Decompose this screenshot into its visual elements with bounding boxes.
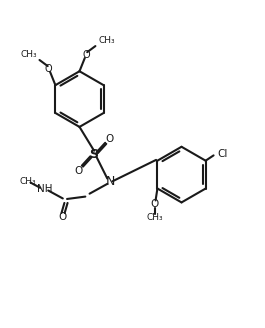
Text: CH₃: CH₃: [98, 36, 115, 45]
Text: CH₃: CH₃: [20, 177, 36, 186]
Text: NH: NH: [37, 184, 53, 194]
Text: CH₃: CH₃: [147, 213, 163, 222]
Text: O: O: [75, 166, 83, 175]
Text: O: O: [58, 212, 67, 222]
Text: N: N: [105, 175, 115, 188]
Text: O: O: [45, 64, 52, 74]
Text: O: O: [82, 51, 90, 60]
Text: O: O: [105, 134, 113, 144]
Text: CH₃: CH₃: [20, 50, 37, 59]
Text: O: O: [151, 199, 159, 209]
Text: Cl: Cl: [218, 149, 228, 159]
Text: S: S: [90, 148, 99, 161]
